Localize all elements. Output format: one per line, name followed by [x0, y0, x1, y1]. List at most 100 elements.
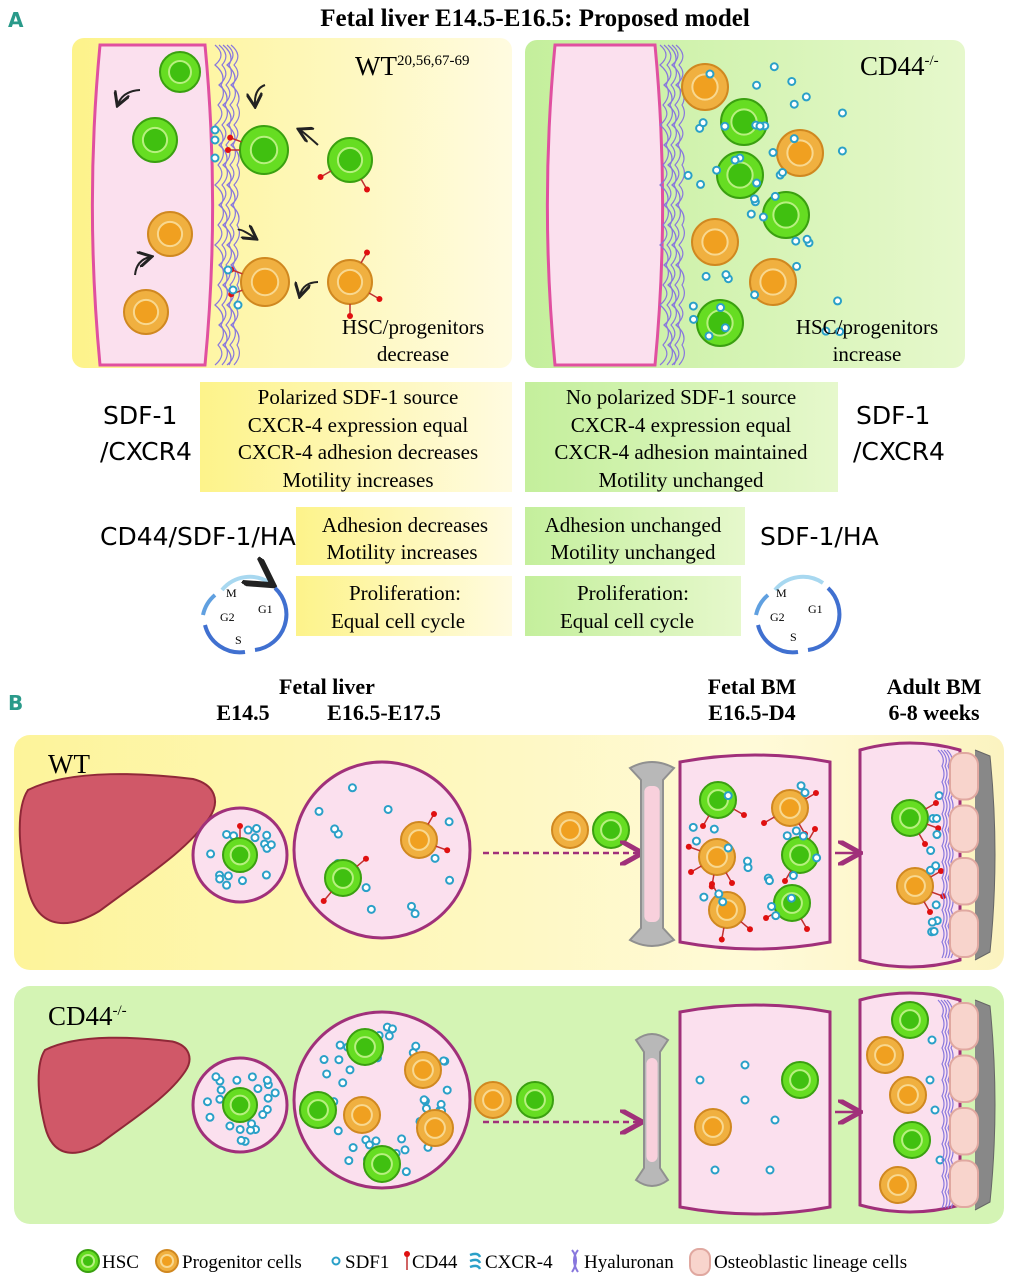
row2-wt-box — [296, 507, 512, 565]
sdf1-dot — [397, 1134, 407, 1144]
sdf1-dot — [730, 155, 740, 165]
bm-cylinder — [678, 1003, 832, 1216]
cell-nucleus — [482, 1089, 504, 1111]
bone-cortex — [974, 999, 996, 1211]
sdf1-dot — [796, 781, 806, 791]
progenitor-cell — [896, 867, 947, 915]
cd44-head — [937, 868, 944, 874]
cd44-head — [700, 822, 706, 829]
sdf1-dot — [789, 134, 799, 144]
sdf1-dot — [261, 870, 271, 880]
sdf1-dot — [718, 897, 728, 907]
cd44-head — [812, 826, 818, 833]
sdf1-dot — [410, 909, 420, 919]
hsc-cell — [893, 1121, 931, 1159]
cell-nucleus — [559, 819, 581, 841]
sdf1-dot — [771, 911, 781, 921]
sdf1-dot — [800, 788, 810, 798]
svg-text:S: S — [235, 633, 242, 647]
hyaluronan-strand — [675, 44, 685, 366]
progenitor-cell — [685, 838, 736, 890]
sdf1-dot — [223, 871, 233, 881]
sdf1-dot — [222, 880, 232, 890]
hyaluronan-strand — [226, 44, 236, 366]
svg-text:G2: G2 — [220, 610, 235, 624]
hyaluronan-strand — [222, 44, 232, 366]
cell-nucleus — [899, 807, 921, 829]
osteoblast-cell — [949, 1002, 979, 1051]
row1-ko-box — [525, 382, 838, 492]
hsc-cell — [132, 117, 178, 163]
cd44-head — [685, 843, 692, 850]
wt-vessel — [91, 43, 214, 367]
svg-text:M: M — [776, 586, 787, 600]
sdf1-dot — [319, 1055, 329, 1065]
hsc-cell — [762, 191, 810, 239]
sdf1-dot — [225, 1121, 235, 1131]
sdf1-dot — [833, 296, 843, 306]
sdf1-dot — [723, 843, 733, 853]
sdf1-dot — [765, 1165, 775, 1175]
hyaluronan-strand — [230, 44, 240, 366]
cd44-head — [347, 313, 353, 319]
sdf1-dot — [696, 179, 706, 189]
sdf1-dot — [361, 883, 371, 893]
hsc-cell — [516, 1081, 554, 1119]
sdf1-dot — [444, 817, 454, 827]
cell-nucleus — [706, 846, 728, 868]
sdf1-dot — [419, 1095, 429, 1105]
sdf1-dot — [801, 92, 811, 102]
osteoblast-cell — [949, 857, 979, 906]
sdf1-dot — [406, 901, 416, 911]
movement-arrow — [300, 281, 319, 295]
sdf1-dot — [932, 830, 942, 840]
sdf1-dot — [216, 1085, 226, 1095]
svg-text:M: M — [226, 586, 237, 600]
sdf1-dot — [335, 1040, 345, 1050]
sdf1-dot — [752, 80, 762, 90]
sdf1-dot — [235, 1124, 245, 1134]
sdf1-dot — [683, 170, 693, 180]
hyaluronan-strand — [943, 749, 951, 959]
sdf1-dot — [210, 135, 220, 145]
hsc-cell — [225, 125, 289, 175]
sdf1-dot — [344, 1156, 354, 1166]
sdf1-dot — [710, 1165, 720, 1175]
sdf1-dot — [383, 804, 393, 814]
cd44-head — [740, 812, 747, 818]
progenitor-cell — [474, 1081, 512, 1119]
sdf1-dot — [787, 76, 797, 86]
progenitor-cell — [147, 211, 193, 257]
cell-nucleus — [351, 1104, 373, 1126]
cd44-head — [804, 925, 810, 932]
cell-nucleus — [789, 1069, 811, 1091]
sdf1-dot — [709, 824, 719, 834]
cell-nucleus — [897, 1084, 919, 1106]
row1-left-label: SDF-1/CXCR4 — [100, 401, 192, 466]
hyaluronan-strand — [218, 44, 228, 366]
sdf1-dot — [821, 326, 831, 336]
sdf1-dot — [723, 791, 733, 801]
hsc-cell — [781, 826, 819, 884]
osteoblast-cell — [949, 752, 979, 801]
sdf1-dot — [345, 1065, 355, 1075]
sdf1-dot — [210, 125, 220, 135]
sdf1-dot — [792, 261, 802, 271]
sdf1-dot — [769, 62, 779, 72]
cell-nucleus — [336, 268, 364, 296]
sdf1-dot — [930, 1105, 940, 1115]
bone-cortex — [974, 749, 996, 961]
hyaluronan-strand — [663, 44, 673, 366]
sdf1-dot — [338, 1078, 348, 1088]
cell-nucleus — [156, 220, 184, 248]
bone-marrow — [644, 786, 660, 922]
sdf1-dot — [202, 1097, 212, 1107]
row3-wt-text: Proliferation: Equal cell cycle — [331, 581, 465, 633]
cell-nucleus — [904, 875, 926, 897]
sdf1-dot — [263, 1093, 273, 1103]
sdf1-dot — [791, 236, 801, 246]
row1-wt-box — [200, 382, 512, 492]
cell-nucleus — [726, 161, 754, 189]
hyaluronan-strand — [940, 749, 948, 959]
row2-left-label: CD44/SDF-1/HA — [100, 522, 296, 551]
